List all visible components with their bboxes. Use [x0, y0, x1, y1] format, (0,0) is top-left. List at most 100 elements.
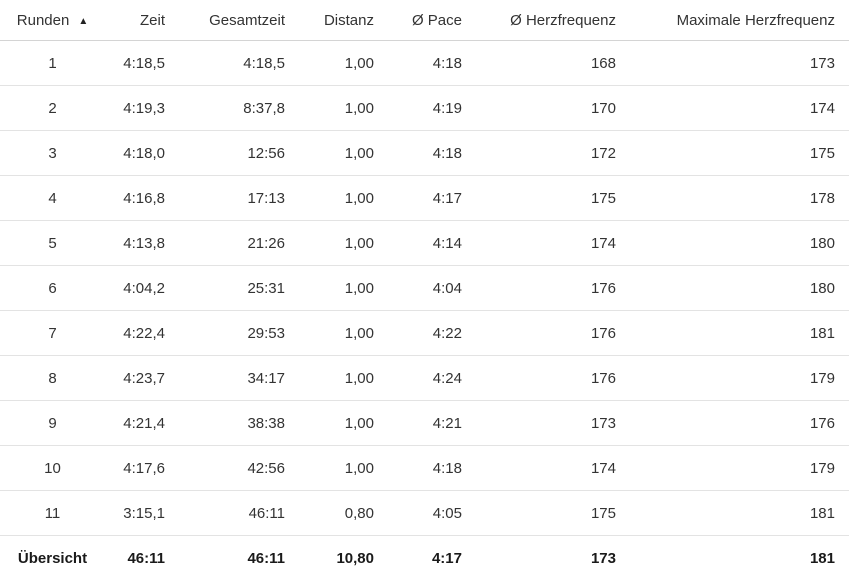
lap-cell: 4:24 — [374, 355, 462, 401]
lap-cell: 175 — [462, 175, 616, 221]
lap-row: 3 4:18,0 12:56 1,00 4:18 172 175 — [0, 130, 849, 176]
lap-cell: 10 — [0, 445, 105, 491]
lap-cell: 174 — [616, 85, 849, 131]
lap-cell: 1,00 — [285, 40, 374, 86]
lap-cell: 4:04,2 — [105, 265, 165, 311]
lap-cell: 170 — [462, 85, 616, 131]
lap-cell: 1,00 — [285, 310, 374, 356]
lap-cell: 1,00 — [285, 130, 374, 176]
lap-cell: 4:23,7 — [105, 355, 165, 401]
lap-row: 10 4:17,6 42:56 1,00 4:18 174 179 — [0, 445, 849, 491]
lap-cell: 0,80 — [285, 490, 374, 536]
lap-cell: 4:17 — [374, 175, 462, 221]
lap-cell: 34:17 — [165, 355, 285, 401]
lap-cell: 1,00 — [285, 445, 374, 491]
lap-cell: 4:18 — [374, 40, 462, 86]
lap-cell: 4:22 — [374, 310, 462, 356]
table-header: Runden ▲ Zeit Gesamtzeit Distanz Ø Pace Ø… — [0, 0, 849, 41]
lap-cell: 181 — [616, 310, 849, 356]
lap-cell: 4:04 — [374, 265, 462, 311]
lap-cell: 181 — [616, 490, 849, 536]
lap-cell: 175 — [616, 130, 849, 176]
lap-cell: 168 — [462, 40, 616, 86]
lap-cell: 1,00 — [285, 265, 374, 311]
lap-cell: 38:38 — [165, 400, 285, 446]
lap-row: 11 3:15,1 46:11 0,80 4:05 175 181 — [0, 490, 849, 536]
lap-row: 9 4:21,4 38:38 1,00 4:21 173 176 — [0, 400, 849, 446]
lap-cell: 174 — [462, 445, 616, 491]
lap-row: 1 4:18,5 4:18,5 1,00 4:18 168 173 — [0, 40, 849, 86]
lap-cell: 4:16,8 — [105, 175, 165, 221]
summary-max-herzfrequenz: 181 — [809, 550, 835, 567]
lap-cell: 176 — [462, 355, 616, 401]
summary-zeit: 46:11 — [127, 550, 165, 567]
lap-row: 2 4:19,3 8:37,8 1,00 4:19 170 174 — [0, 85, 849, 131]
lap-cell: 4 — [0, 175, 105, 221]
sort-ascending-icon: ▲ — [78, 15, 89, 27]
lap-cell: 9 — [0, 400, 105, 446]
lap-cell: 4:17,6 — [105, 445, 165, 491]
lap-cell: 4:05 — [374, 490, 462, 536]
lap-cell: 11 — [0, 490, 105, 536]
lap-cell: 8 — [0, 355, 105, 401]
lap-cell: 176 — [616, 400, 849, 446]
lap-cell: 21:26 — [165, 220, 285, 266]
lap-cell: 4:18,5 — [165, 40, 285, 86]
lap-cell: 172 — [462, 130, 616, 176]
lap-cell: 1,00 — [285, 175, 374, 221]
column-header-zeit[interactable]: Zeit — [105, 0, 165, 41]
lap-cell: 4:22,4 — [105, 310, 165, 356]
lap-cell: 176 — [462, 265, 616, 311]
lap-row: 4 4:16,8 17:13 1,00 4:17 175 178 — [0, 175, 849, 221]
lap-cell: 1,00 — [285, 355, 374, 401]
lap-cell: 4:19 — [374, 85, 462, 131]
table-footer: Übersicht 46:11 46:11 10,80 4:17 173 181 — [0, 536, 849, 577]
lap-cell: 4:18 — [374, 445, 462, 491]
lap-cell: 179 — [616, 355, 849, 401]
summary-pace: 4:17 — [431, 550, 462, 567]
lap-cell: 178 — [616, 175, 849, 221]
lap-cell: 29:53 — [165, 310, 285, 356]
lap-cell: 12:56 — [165, 130, 285, 176]
column-header-label: Runden — [16, 11, 70, 29]
lap-cell: 1 — [0, 40, 105, 86]
lap-cell: 1,00 — [285, 220, 374, 266]
column-header-pace[interactable]: Ø Pace — [374, 0, 462, 41]
lap-cell: 175 — [462, 490, 616, 536]
lap-cell: 6 — [0, 265, 105, 311]
column-header-runden[interactable]: Runden ▲ — [0, 0, 105, 41]
lap-cell: 46:11 — [165, 490, 285, 536]
column-header-distanz[interactable]: Distanz — [285, 0, 374, 41]
lap-cell: 1,00 — [285, 85, 374, 131]
lap-cell: 173 — [462, 400, 616, 446]
lap-cell: 180 — [616, 220, 849, 266]
lap-row: 8 4:23,7 34:17 1,00 4:24 176 179 — [0, 355, 849, 401]
summary-gesamtzeit: 46:11 — [247, 550, 285, 567]
lap-cell: 8:37,8 — [165, 85, 285, 131]
column-header-herzfrequenz[interactable]: Ø Herzfrequenz — [462, 0, 616, 41]
lap-row: 6 4:04,2 25:31 1,00 4:04 176 180 — [0, 265, 849, 311]
summary-row: Übersicht 46:11 46:11 10,80 4:17 173 181 — [0, 536, 849, 577]
lap-cell: 4:18,0 — [105, 130, 165, 176]
lap-cell: 3:15,1 — [105, 490, 165, 536]
lap-cell: 4:13,8 — [105, 220, 165, 266]
lap-cell: 4:14 — [374, 220, 462, 266]
lap-cell: 5 — [0, 220, 105, 266]
lap-cell: 3 — [0, 130, 105, 176]
lap-cell: 42:56 — [165, 445, 285, 491]
lap-cell: 173 — [616, 40, 849, 86]
lap-cell: 4:19,3 — [105, 85, 165, 131]
column-header-max-herzfrequenz[interactable]: Maximale Herzfrequenz — [616, 0, 849, 41]
summary-distanz: 10,80 — [336, 550, 374, 567]
lap-row: 7 4:22,4 29:53 1,00 4:22 176 181 — [0, 310, 849, 356]
table-body: 1 4:18,5 4:18,5 1,00 4:18 168 173 2 4:19,3 8:37,8… — [0, 40, 849, 536]
column-header-gesamtzeit[interactable]: Gesamtzeit — [165, 0, 285, 41]
lap-cell: 4:18 — [374, 130, 462, 176]
summary-herzfrequenz: 173 — [590, 550, 616, 567]
lap-cell: 2 — [0, 85, 105, 131]
lap-cell: 4:18,5 — [105, 40, 165, 86]
lap-cell: 180 — [616, 265, 849, 311]
summary-label: Übersicht — [17, 550, 88, 567]
